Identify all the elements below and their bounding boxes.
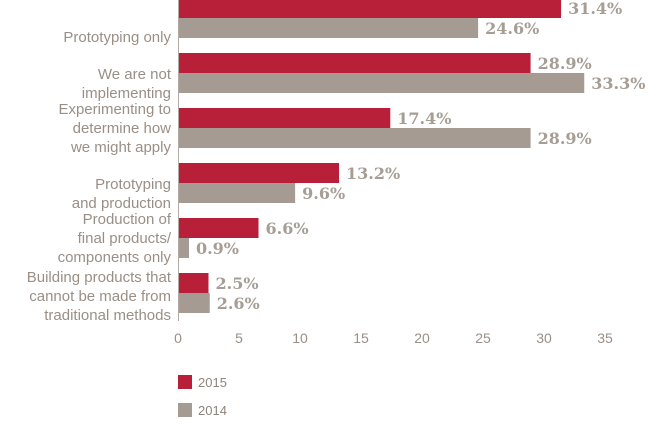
x-tick-label-35: 35 [597, 330, 613, 346]
value-label-2015-3: 13.2% [346, 164, 400, 183]
bar-2015-0 [178, 0, 562, 18]
bar-2015-3 [178, 163, 340, 183]
x-tick-label-0: 0 [174, 330, 182, 346]
value-label-2015-1: 28.9% [538, 54, 592, 73]
category-label-line: we might apply [70, 139, 172, 156]
value-label-2014-4: 0.9% [196, 239, 239, 258]
x-tick-label-30: 30 [536, 330, 552, 346]
value-label-2015-5: 2.5% [216, 274, 259, 293]
value-label-2015-2: 17.4% [397, 109, 451, 128]
bar-2014-5 [178, 293, 210, 313]
value-label-2014-2: 28.9% [538, 129, 592, 148]
category-label-0: Prototyping only [63, 29, 171, 46]
category-label-line: Experimenting to [58, 101, 171, 118]
category-label-4: Production of final products/components o… [58, 211, 172, 266]
value-label-2014-0: 24.6% [485, 19, 539, 38]
category-label-line: Prototyping [95, 176, 171, 193]
bar-2015-2 [178, 108, 391, 128]
bar-2015-5 [178, 273, 209, 293]
category-label-line: Production of [83, 211, 172, 228]
legend-swatch-2014 [178, 403, 192, 417]
category-label-5: Building products that cannot be made fro… [27, 269, 172, 324]
x-tick-label-25: 25 [475, 330, 491, 346]
value-label-2014-1: 33.3% [591, 74, 645, 93]
category-label-line: implementing [82, 85, 171, 102]
category-label-3: Prototyping and production [72, 176, 171, 212]
x-tick-label-20: 20 [414, 330, 430, 346]
category-label-line: and production [72, 195, 171, 212]
bar-2014-1 [178, 73, 585, 93]
category-label-1: We are not implementing [82, 66, 172, 102]
category-label-line: traditional methods [44, 307, 171, 324]
legend-label-2015: 2015 [198, 374, 227, 390]
legend-item-2015: 2015 [178, 373, 227, 391]
bar-2014-3 [178, 183, 296, 203]
value-label-2015-4: 6.6% [266, 219, 309, 238]
category-label-line: determine how [73, 120, 172, 137]
value-label-2014-3: 9.6% [302, 184, 345, 203]
bar-2015-1 [178, 53, 531, 73]
value-label-2014-5: 2.6% [217, 294, 260, 313]
bar-2014-0 [178, 18, 479, 38]
x-tick-label-5: 5 [235, 330, 243, 346]
x-tick-label-10: 10 [292, 330, 308, 346]
x-tick-label-15: 15 [353, 330, 369, 346]
legend: 2015 2014 [178, 373, 227, 429]
legend-item-2014: 2014 [178, 401, 227, 419]
bar-2014-2 [178, 128, 531, 148]
category-label-line: final products/ [78, 230, 172, 247]
category-label-line: cannot be made from [29, 288, 171, 305]
category-label-line: We are not [98, 66, 172, 83]
value-label-2015-0: 31.4% [568, 0, 622, 18]
category-label-line: components only [58, 249, 172, 266]
category-label-line: Prototyping only [63, 29, 171, 46]
bar-2015-4 [178, 218, 259, 238]
bar-2014-4 [178, 238, 189, 258]
category-label-2: Experimenting to determine how we might ap… [58, 101, 171, 156]
legend-label-2014: 2014 [198, 402, 227, 418]
category-label-line: Building products that [27, 269, 172, 286]
legend-swatch-2015 [178, 375, 192, 389]
